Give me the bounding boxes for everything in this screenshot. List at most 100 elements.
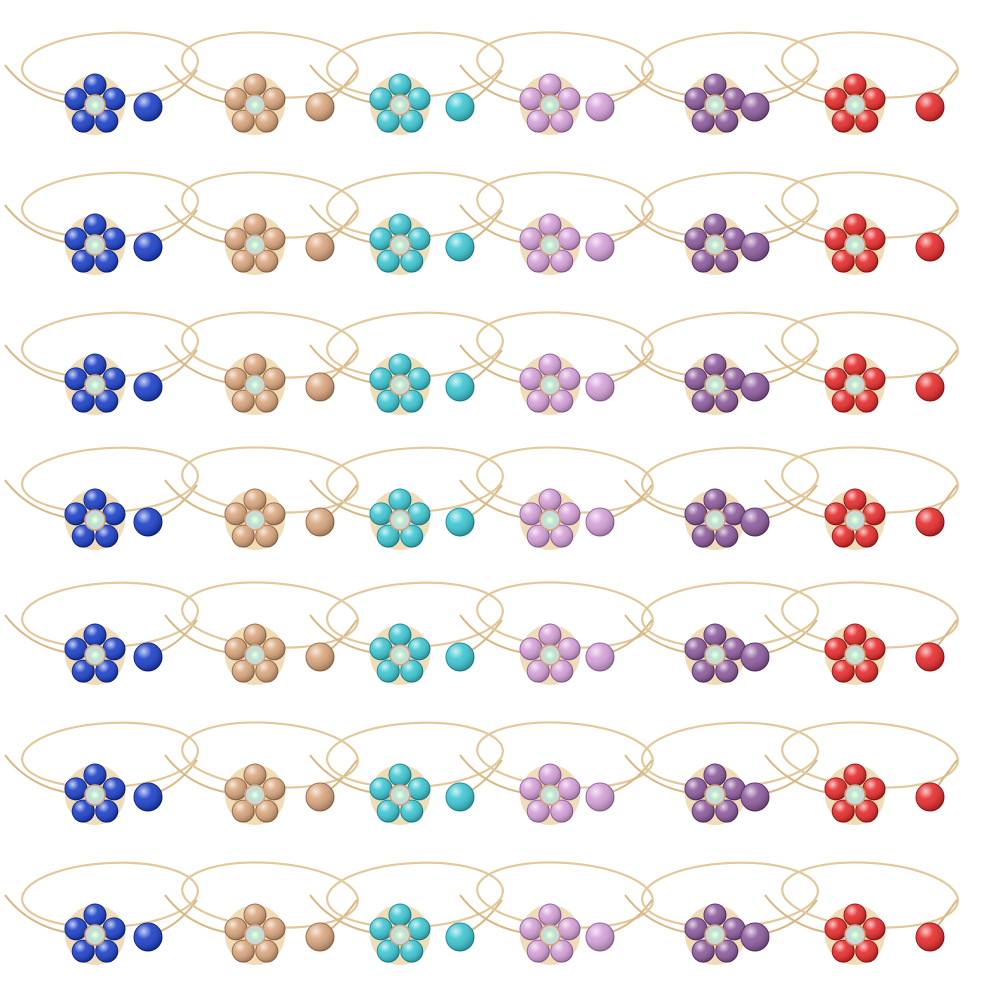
center-stone (704, 644, 726, 666)
petal-shine (84, 904, 106, 926)
side-shine (586, 233, 614, 261)
petal-shine (519, 502, 542, 525)
petal-shine (723, 637, 746, 660)
petal-shine (863, 227, 886, 250)
petal-shine (539, 489, 561, 511)
petal-shine (527, 390, 550, 413)
petal-shine (103, 637, 126, 660)
side-shine (446, 508, 474, 536)
petal-shine (684, 87, 707, 110)
petal-shine (232, 940, 255, 963)
petal-shine (519, 637, 542, 660)
petal-shine (527, 660, 550, 683)
petal-shine (232, 390, 255, 413)
ring (4, 171, 199, 275)
center-stone (539, 644, 561, 666)
side-shine (134, 373, 162, 401)
petal-shine (844, 624, 866, 646)
petal-shine (263, 227, 286, 250)
center-stone (389, 94, 411, 116)
petal-shine (103, 87, 126, 110)
petal-shine (232, 250, 255, 273)
petal-shine (369, 87, 392, 110)
petal-shine (723, 502, 746, 525)
petal-shine (692, 250, 715, 273)
petal-shine (389, 489, 411, 511)
petal-shine (244, 904, 266, 926)
petal-shine (263, 777, 286, 800)
petal-shine (692, 390, 715, 413)
side-shine (586, 923, 614, 951)
petal-shine (84, 489, 106, 511)
petal-shine (232, 800, 255, 823)
ring (764, 581, 959, 685)
petal-shine (95, 940, 118, 963)
center-stone (704, 374, 726, 396)
ring (309, 446, 504, 550)
side-shine (916, 233, 944, 261)
center-stone (84, 374, 106, 396)
side-shine (916, 783, 944, 811)
center-stone (389, 924, 411, 946)
petal-shine (255, 940, 278, 963)
petal-shine (519, 367, 542, 390)
petal-shine (692, 660, 715, 683)
side-shine (741, 643, 769, 671)
ring (164, 171, 359, 275)
petal-shine (715, 250, 738, 273)
petal-shine (224, 227, 247, 250)
petal-shine (844, 74, 866, 96)
petal-shine (550, 660, 573, 683)
petal-shine (723, 87, 746, 110)
petal-shine (369, 777, 392, 800)
petal-shine (263, 367, 286, 390)
petal-shine (389, 764, 411, 786)
ring (459, 581, 654, 685)
ring (459, 31, 654, 135)
ring (164, 581, 359, 685)
petal-shine (684, 227, 707, 250)
ring (4, 31, 199, 135)
petal-shine (400, 525, 423, 548)
center-stone (704, 924, 726, 946)
petal-shine (539, 354, 561, 376)
ring (459, 446, 654, 550)
side-shine (134, 508, 162, 536)
petal-shine (527, 110, 550, 133)
petal-shine (72, 660, 95, 683)
petal-shine (72, 940, 95, 963)
ring (624, 446, 819, 550)
side-shine (134, 923, 162, 951)
petal-shine (844, 354, 866, 376)
petal-shine (723, 227, 746, 250)
petal-shine (232, 110, 255, 133)
petal-shine (832, 800, 855, 823)
petal-shine (244, 624, 266, 646)
petal-shine (715, 525, 738, 548)
petal-shine (519, 227, 542, 250)
side-shine (306, 373, 334, 401)
petal-shine (558, 777, 581, 800)
center-stone (844, 644, 866, 666)
petal-shine (723, 367, 746, 390)
side-shine (446, 373, 474, 401)
petal-shine (232, 525, 255, 548)
petal-shine (863, 502, 886, 525)
petal-shine (255, 525, 278, 548)
petal-shine (377, 250, 400, 273)
center-stone (539, 509, 561, 531)
petal-shine (832, 390, 855, 413)
petal-shine (684, 367, 707, 390)
petal-shine (389, 904, 411, 926)
petal-shine (369, 367, 392, 390)
side-shine (741, 233, 769, 261)
ring (459, 311, 654, 415)
side-shine (586, 93, 614, 121)
petal-shine (824, 502, 847, 525)
ring (4, 861, 199, 965)
center-stone (244, 644, 266, 666)
petal-shine (558, 367, 581, 390)
petal-shine (550, 800, 573, 823)
center-stone (389, 784, 411, 806)
